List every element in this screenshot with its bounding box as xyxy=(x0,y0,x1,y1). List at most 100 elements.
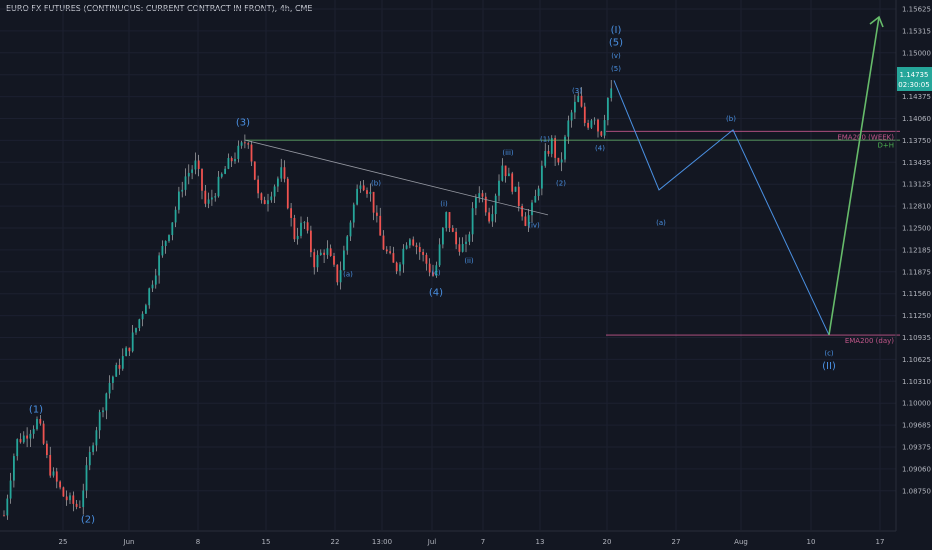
y-tick-label: 1.09685 xyxy=(902,422,931,430)
candle-body xyxy=(168,235,170,242)
candle-body xyxy=(567,120,570,137)
candle-body xyxy=(597,119,599,132)
candle-body xyxy=(610,88,613,98)
candle-body xyxy=(92,445,94,452)
candle-body xyxy=(187,172,190,177)
candle-body xyxy=(138,319,141,329)
candle-body xyxy=(32,429,35,434)
candle-body xyxy=(531,202,533,216)
candle-body xyxy=(46,443,48,456)
price-axis[interactable]: 1.156251.153151.150001.146901.143751.140… xyxy=(902,6,931,496)
candle-body xyxy=(49,455,52,476)
candle-body xyxy=(247,143,250,145)
candle-body xyxy=(39,418,42,424)
candle-body xyxy=(181,189,184,192)
candle-body xyxy=(600,131,603,136)
candle-body xyxy=(448,212,451,228)
candle-body xyxy=(72,495,75,504)
candle-body xyxy=(478,193,481,198)
candle-body xyxy=(323,252,325,255)
candle-body xyxy=(514,186,517,192)
y-tick-label: 1.15000 xyxy=(902,49,931,57)
wave-label: (ii) xyxy=(464,257,474,265)
candle-body xyxy=(494,195,497,215)
y-tick-label: 1.12810 xyxy=(902,203,931,211)
candle-body xyxy=(22,435,25,443)
candle-body xyxy=(570,112,573,121)
candle-body xyxy=(171,222,174,236)
candle-body xyxy=(435,265,438,276)
candle-body xyxy=(164,241,167,247)
wave-label: (b) xyxy=(371,180,381,188)
candle-body xyxy=(319,252,322,256)
descending-trendline xyxy=(244,139,549,216)
candle-body xyxy=(29,433,32,439)
wave-label: (a) xyxy=(343,270,353,278)
candle-body xyxy=(577,95,580,102)
ema200-week-label: EMA200 (WEEK) xyxy=(837,133,894,141)
candle-body xyxy=(161,246,164,256)
candle-body xyxy=(42,423,45,444)
candle-body xyxy=(352,204,355,223)
candle-body xyxy=(511,173,514,192)
time-axis[interactable]: 25 Jun 8 15 22 13:00 Jul 7 13 20 27 Aug 10 17 xyxy=(59,538,885,546)
wave-label: (iv) xyxy=(528,221,540,229)
candle-body xyxy=(481,193,484,197)
candle-body xyxy=(240,142,243,146)
wave-label: (5) xyxy=(611,65,621,73)
y-tick-label: 1.11875 xyxy=(902,268,931,276)
candle-body xyxy=(491,214,494,222)
candle-body xyxy=(442,227,444,245)
wave-label: (iii) xyxy=(502,149,514,157)
candle-body xyxy=(131,332,134,352)
candle-body xyxy=(603,120,606,136)
wave-label: (II) xyxy=(822,361,836,372)
candle-body xyxy=(230,158,233,162)
candle-body xyxy=(451,227,454,232)
candle-body xyxy=(346,236,349,251)
candle-body xyxy=(461,243,464,252)
projection-path-green xyxy=(828,16,880,336)
candle-body xyxy=(468,234,471,242)
candle-body xyxy=(349,222,352,237)
candle-body xyxy=(432,272,434,276)
candle-body xyxy=(227,158,230,169)
y-tick-label: 1.11560 xyxy=(902,290,931,298)
candle-body xyxy=(458,244,461,252)
last-price-label: 1.14735 xyxy=(900,71,929,79)
x-tick-label: 20 xyxy=(603,538,612,546)
candle-body xyxy=(560,159,563,163)
wave-label: (c) xyxy=(431,269,441,277)
x-tick-label: Aug xyxy=(734,538,748,546)
candle-body xyxy=(115,365,118,377)
candle-body xyxy=(362,185,365,191)
candle-body xyxy=(484,196,487,213)
candlesticks xyxy=(3,80,613,520)
candle-body xyxy=(343,250,345,271)
candle-body xyxy=(65,496,68,501)
candle-body xyxy=(3,515,5,517)
candle-body xyxy=(310,230,312,253)
x-tick-label: 8 xyxy=(196,538,200,546)
candle-body xyxy=(62,487,65,497)
candle-body xyxy=(184,176,187,190)
candle-body xyxy=(263,200,266,205)
candle-body xyxy=(425,254,428,264)
candle-body xyxy=(201,168,203,191)
candle-body xyxy=(593,119,596,121)
candle-body xyxy=(75,503,78,507)
y-tick-label: 1.12185 xyxy=(902,246,931,254)
x-tick-label: 7 xyxy=(481,538,485,546)
wave-label: (3) xyxy=(236,117,250,128)
candle-body xyxy=(286,178,289,209)
candle-body xyxy=(607,97,609,121)
candle-body xyxy=(253,161,256,180)
candle-body xyxy=(541,165,543,189)
candle-body xyxy=(102,410,104,413)
candle-body xyxy=(498,180,500,196)
wave-label: (c) xyxy=(824,350,834,358)
candle-body xyxy=(382,235,385,250)
candle-body xyxy=(55,471,58,482)
candle-body xyxy=(412,239,415,246)
